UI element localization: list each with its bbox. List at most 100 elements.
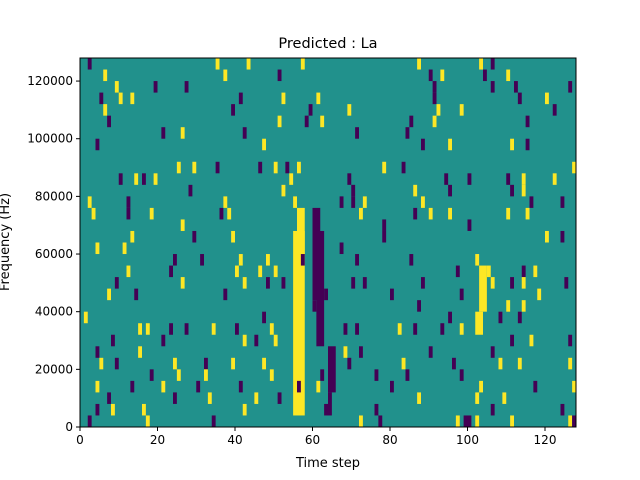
heatmap-cell-34: [231, 104, 235, 116]
heatmap-cell-242: [455, 415, 460, 427]
heatmap-cell-76: [552, 173, 557, 185]
heatmap-cell-167: [235, 323, 239, 335]
heatmap-cell-43: [320, 115, 325, 128]
heatmap-band-0: [293, 230, 305, 416]
heatmap-cell-119: [238, 254, 243, 266]
heatmap-cell-60: [258, 161, 263, 174]
heatmap-cell-155: [312, 300, 317, 312]
heatmap-cell-224: [254, 392, 259, 404]
heatmap-cell-95: [91, 207, 96, 220]
heatmap-cell-169: [269, 323, 274, 335]
heatmap-cell-237: [87, 415, 92, 427]
heatmap-cell-125: [475, 254, 480, 266]
heatmap-cell-97: [149, 207, 154, 220]
heatmap-cell-47: [95, 138, 100, 151]
heatmap-cell-168: [262, 311, 266, 324]
x-tick-label-4: 80: [382, 433, 397, 447]
heatmap-cell-68: [142, 173, 146, 185]
bands-layer: [293, 207, 487, 427]
heatmap-cell-206: [320, 369, 325, 381]
heatmap-cell-11: [114, 81, 119, 93]
heatmap-cell-160: [521, 300, 526, 312]
heatmap-band-6: [475, 311, 483, 335]
heatmap-cell-111: [231, 230, 235, 243]
heatmap-cell-49: [242, 127, 247, 139]
heatmap-cell-84: [521, 184, 526, 197]
heatmap-cell-137: [521, 265, 526, 278]
heatmap-cell-9: [490, 58, 495, 70]
heatmap-cell-142: [266, 277, 270, 289]
heatmap-cell-94: [560, 196, 565, 208]
x-tick-label-6: 120: [534, 433, 557, 447]
heatmap-cell-122: [339, 242, 344, 255]
heatmap-cell-134: [455, 265, 460, 278]
heatmap-cell-153: [506, 300, 511, 312]
y-axis: 0 20000 40000 60000 80000 100000 120000: [27, 74, 80, 434]
heatmap-cell-157: [448, 311, 452, 324]
heatmap-cell-244: [510, 415, 514, 427]
heatmap-cell-190: [99, 357, 104, 370]
heatmap-cell-45: [432, 115, 437, 128]
heatmap-cell-171: [355, 323, 359, 335]
heatmap-cell-99: [227, 207, 232, 220]
heatmap-cell-130: [273, 265, 278, 278]
heatmap-cell-179: [161, 334, 166, 347]
heatmap-cell-145: [521, 277, 526, 289]
heatmap-cell-107: [467, 219, 472, 231]
heatmap-cell-63: [297, 161, 301, 174]
heatmap-cell-17: [432, 81, 437, 93]
heatmap-cell-133: [421, 277, 425, 289]
heatmap-cell-178: [138, 346, 142, 358]
x-tick-label-5: 100: [456, 433, 479, 447]
heatmap-cell-115: [95, 242, 100, 255]
heatmap-cell-164: [169, 323, 173, 335]
y-tick-label-0: 0: [65, 420, 73, 434]
heatmap-cell-18: [440, 69, 445, 82]
heatmap-cell-39: [552, 104, 557, 116]
heatmap-cell-229: [502, 392, 507, 404]
heatmap-cell-98: [219, 207, 224, 220]
heatmap-cell-225: [277, 392, 282, 404]
heatmap-cell-233: [242, 403, 247, 416]
heatmap-cell-193: [204, 357, 208, 370]
heatmap-cell-163: [145, 323, 150, 335]
heatmap-cell-96: [126, 207, 131, 220]
plot-frame: [79, 57, 577, 428]
heatmap-cell-56: [262, 138, 266, 151]
heatmap-cell-199: [498, 357, 503, 370]
heatmap-cell-21: [514, 81, 518, 93]
heatmap-cell-170: [343, 323, 348, 335]
heatmap-cell-222: [173, 392, 177, 404]
heatmap-cell-189: [568, 334, 573, 347]
heatmap-cell-73: [467, 173, 472, 185]
heatmap-band-5: [328, 392, 332, 416]
heatmap-cell-228: [475, 392, 480, 404]
heatmap-cell-79: [281, 184, 286, 197]
heatmap-cell-151: [390, 288, 394, 301]
heatmap-cell-240: [359, 415, 363, 427]
heatmap-cell-161: [83, 311, 88, 324]
heatmap-cell-196: [347, 357, 352, 370]
heatmap-cell-246: [572, 415, 576, 427]
heatmap-cell-103: [448, 207, 452, 220]
heatmap-cell-184: [359, 346, 363, 358]
heatmap-cell-28: [316, 92, 321, 105]
heatmap-cell-65: [401, 161, 406, 174]
heatmap-cell-120: [266, 254, 270, 266]
heatmap-cell-64: [382, 161, 387, 174]
heatmap-cell-208: [405, 369, 410, 381]
heatmap-cell-152: [459, 288, 464, 301]
y-tick-label-2: 40000: [35, 305, 73, 319]
heatmap-cell-200: [517, 357, 522, 370]
heatmap-cell-212: [161, 380, 166, 393]
heatmap-cell-32: [103, 104, 108, 116]
heatmap-cell-36: [347, 104, 352, 116]
heatmap-cell-5: [300, 58, 305, 70]
heatmap-cell-156: [417, 300, 421, 312]
heatmap-cell-67: [134, 173, 139, 185]
heatmap-cell-110: [192, 230, 197, 243]
heatmap-cell-128: [235, 265, 239, 278]
heatmap-cell-182: [273, 334, 278, 347]
heatmap-cell-37: [436, 104, 441, 116]
heatmap-cell-243: [475, 415, 480, 427]
